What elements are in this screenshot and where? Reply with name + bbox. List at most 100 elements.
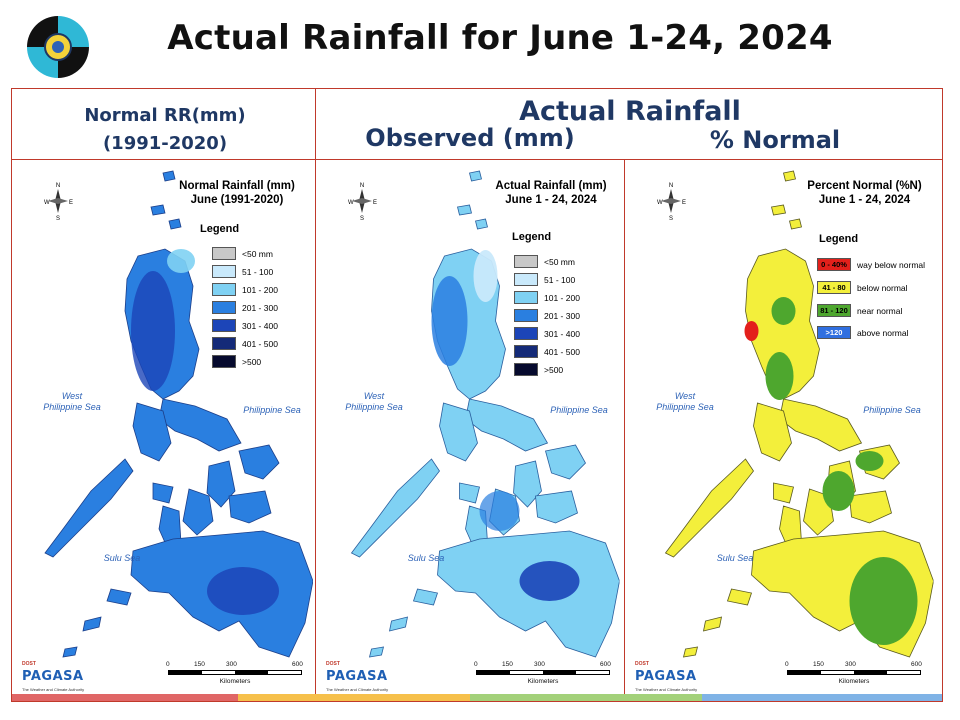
legend-swatch [212,283,236,296]
legend-item: >500 [212,355,261,368]
sea-label-west-line2: Philippine Sea [43,402,101,412]
philippines-map [625,161,942,701]
sea-label-west-line1: West [674,391,696,401]
sea-label-west-line2: Philippine Sea [345,402,403,412]
compass-rose-icon: N S W E [348,183,377,221]
normal-rr-header-line2: (1991-2020) [102,133,228,154]
legend-title: Legend [819,233,859,245]
legend-item: 201 - 300 [514,309,580,322]
legend-label: >500 [544,364,564,375]
legend-item: 51 - 100 [212,265,273,278]
legend-item: 401 - 500 [212,337,278,350]
actual-rainfall-panel: N S W E Actual Rainfall (mm) June 1 - 24… [316,161,623,701]
legend-swatch [212,319,236,332]
sea-label-east: Philippine Sea [863,405,921,415]
actual-rainfall-header: Actual Rainfall [519,96,741,127]
legend-label: <50 mm [544,256,575,267]
scale-bar: 0 150 300 600 Kilometers [783,661,925,691]
map-title: Actual Rainfall (mm) June 1 - 24, 2024 [486,179,616,207]
legend-item: <50 mm [514,255,575,268]
legend-swatch [212,247,236,260]
legend-swatch [212,301,236,314]
observed-header: Observed (mm) [365,124,575,152]
scale-unit: Kilometers [838,678,870,685]
svg-text:N: N [669,183,673,189]
legend-item: >500 [514,363,563,376]
legend-swatch [212,355,236,368]
svg-text:N: N [56,183,60,189]
svg-text:E: E [69,200,73,206]
pagasa-logo: DOST PAGASA The Weather and Climate Author… [635,661,698,692]
legend-label: way below normal [857,259,926,270]
pagasa-seal-logo [27,16,89,78]
legend-swatch [514,309,538,322]
legend-swatch [514,255,538,268]
legend-swatch [514,291,538,304]
legend-item: <50 mm [212,247,273,260]
sea-label-sulu: Sulu Sea [103,553,141,563]
map-title-line1: Actual Rainfall (mm) [495,180,607,192]
normal-rr-header: Normal RR(mm) (1991-2020) [40,102,290,158]
legend-swatch [514,345,538,358]
map-title: Percent Normal (%N) June 1 - 24, 2024 [797,179,932,207]
sea-label-sulu: Sulu Sea [407,553,445,563]
legend-item: 41 - 80 below normal [817,281,908,294]
percent-normal-header: % Normal [709,126,841,154]
map-title-line2: June (1991-2020) [190,194,284,206]
svg-text:S: S [56,216,60,221]
legend-label: below normal [857,282,908,293]
sea-label-west-line1: West [61,391,83,401]
legend-item: 301 - 400 [514,327,580,340]
legend-label: 301 - 400 [242,320,278,331]
map-title-line2: June 1 - 24, 2024 [818,194,911,206]
map-title-line1: Percent Normal (%N) [807,180,922,192]
legend-item: 81 - 120 near normal [817,304,902,317]
content-frame [11,88,943,702]
sea-label-east: Philippine Sea [550,405,608,415]
svg-text:W: W [348,200,354,206]
legend-swatch: 81 - 120 [817,304,851,317]
legend-label: near normal [857,305,903,316]
scale-unit: Kilometers [219,678,251,685]
legend-label: <50 mm [242,248,273,259]
legend-label: 201 - 300 [544,310,580,321]
scale-bar: 0 150 300 600 Kilometers [472,661,614,691]
normal-rainfall-panel: N S W E Normal Rainfall (mm) June (1991-… [12,161,314,701]
column-divider-1 [315,88,316,702]
legend-label: 401 - 500 [544,346,580,357]
legend-item: 101 - 200 [212,283,278,296]
sea-label-west: West Philippine Sea [645,391,725,413]
legend-label: 401 - 500 [242,338,278,349]
legend-label: >500 [242,356,262,367]
sea-label-sulu: Sulu Sea [716,553,754,563]
legend-label: 101 - 200 [544,292,580,303]
map-title-line1: Normal Rainfall (mm) [179,180,295,192]
svg-text:N: N [360,183,364,189]
sea-label-west-line1: West [363,391,385,401]
footer-stripe-red [12,694,238,701]
map-title-line2: June 1 - 24, 2024 [505,194,597,206]
pagasa-logo: DOST PAGASA The Weather and Climate Author… [326,661,389,692]
legend-swatch [212,337,236,350]
footer-stripe-blue [702,694,942,701]
sea-label-west: West Philippine Sea [334,391,414,413]
sea-label-west-line2: Philippine Sea [656,402,714,412]
legend-item: 101 - 200 [514,291,580,304]
legend-item: 51 - 100 [514,273,575,286]
legend-label: 101 - 200 [242,284,278,295]
percent-normal-panel: N S W E Percent Normal (%N) June 1 - 24,… [625,161,942,701]
normal-rr-header-line1: Normal RR(mm) [84,105,246,126]
compass-rose-icon: N S W E [44,183,73,221]
sea-label-west: West Philippine Sea [32,391,112,413]
svg-text:S: S [669,216,673,221]
legend-swatch [514,273,538,286]
legend-label: 201 - 300 [242,302,278,313]
legend-swatch [514,363,538,376]
scale-bar: 0 150 300 600 Kilometers [164,661,306,691]
svg-text:E: E [373,200,377,206]
philippines-map [316,161,623,701]
svg-text:W: W [657,200,663,206]
legend-title: Legend [200,223,240,235]
legend-swatch: 0 - 40% [817,258,851,271]
footer-stripe-green [470,694,702,701]
